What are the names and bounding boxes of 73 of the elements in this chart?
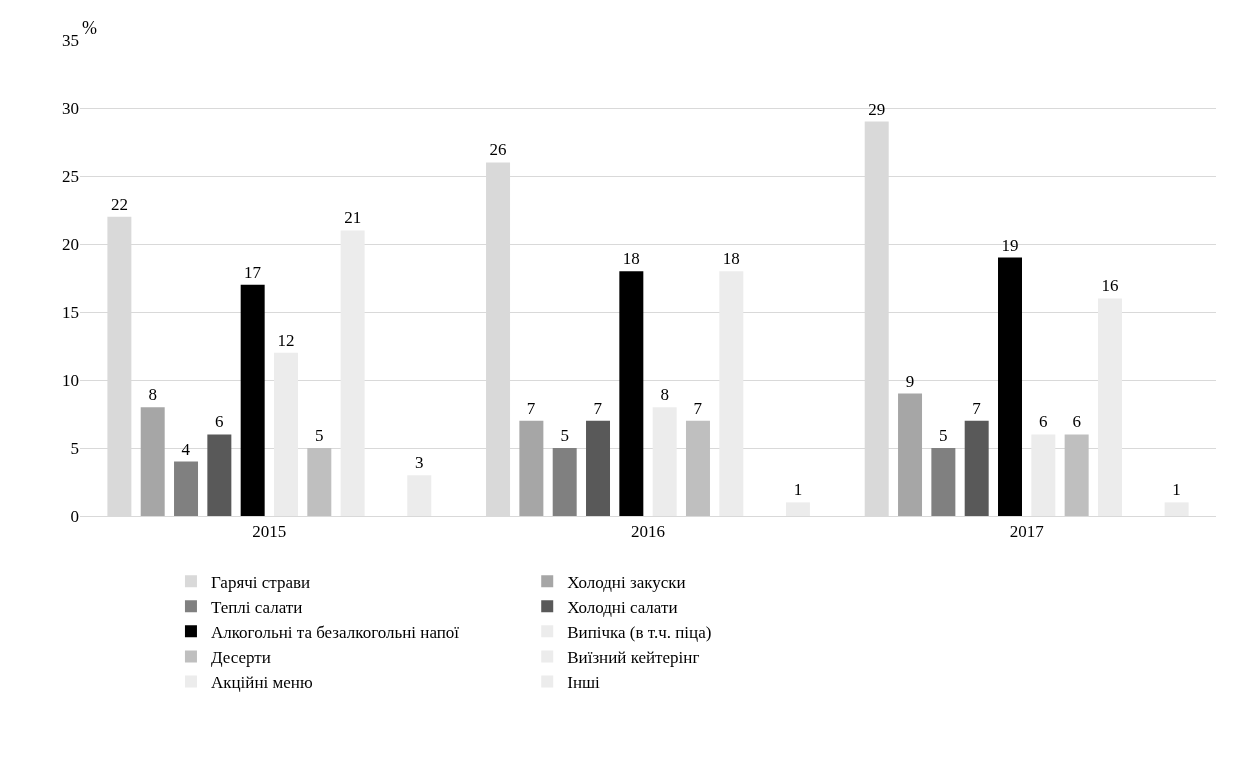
bar (1031, 434, 1056, 516)
legend-label: Алкогольні та безалкогольні напої (210, 622, 460, 642)
bar (1064, 434, 1089, 516)
bar (619, 271, 644, 516)
bar (240, 284, 265, 516)
bar (274, 352, 298, 516)
data-label: 29 (868, 99, 886, 119)
data-label: 5 (560, 426, 569, 445)
y-tick-label: 10 (62, 370, 79, 390)
bar (898, 393, 923, 516)
legend-label: Виїзний кейтерінг (567, 648, 700, 668)
bar (340, 230, 365, 516)
y-tick-label: 35 (62, 30, 79, 50)
y-tick-label: 25 (62, 166, 79, 186)
bar (931, 448, 956, 516)
bar (785, 502, 810, 516)
data-label: 8 (148, 385, 157, 405)
y-tick-label: 30 (62, 98, 79, 118)
data-label: 7 (526, 398, 536, 418)
bar (685, 420, 710, 516)
y-tick-label: 20 (62, 234, 79, 254)
legend-label: Холодні салати (567, 597, 678, 617)
bar (174, 461, 199, 516)
x-tick-label: 2017 (1009, 522, 1045, 542)
bar (207, 434, 232, 516)
data-label: 26 (489, 140, 507, 160)
legend-label: Десерти (210, 648, 271, 668)
data-label: 19 (1001, 235, 1019, 255)
bar (407, 475, 432, 516)
legend-label: Теплі салати (210, 597, 303, 617)
legend-label: Інші (567, 673, 601, 693)
y-tick-label: 0 (70, 506, 79, 526)
data-label: 5 (939, 426, 948, 445)
data-label: 1 (1172, 480, 1181, 500)
bar (140, 407, 165, 516)
bar (652, 407, 677, 516)
data-label: 21 (344, 208, 362, 228)
bar (586, 420, 611, 516)
data-label: 18 (622, 249, 640, 269)
data-label: 18 (722, 249, 740, 269)
data-label: 6 (215, 412, 224, 432)
data-label: 7 (593, 398, 603, 418)
y-axis-title: % (82, 18, 97, 38)
data-label: 8 (660, 385, 669, 405)
data-label: 7 (693, 398, 703, 418)
data-label: 16 (1101, 276, 1119, 296)
data-label: 5 (315, 426, 324, 445)
bar (552, 448, 577, 516)
data-label: 17 (243, 262, 262, 282)
legend-label: Холодні закуски (567, 572, 686, 592)
data-label: 6 (1072, 412, 1081, 432)
data-label: 3 (415, 453, 424, 473)
bar (964, 420, 989, 516)
y-tick-label: 15 (62, 302, 79, 322)
legend-label: Гарячі страви (210, 572, 311, 592)
data-label: 12 (277, 330, 295, 350)
data-label: 7 (972, 398, 982, 418)
x-tick-label: 2015 (252, 522, 287, 542)
bar (1164, 502, 1189, 516)
y-tick-label: 5 (70, 438, 79, 458)
bar (519, 420, 544, 516)
data-label: 1 (793, 480, 803, 500)
data-label: 6 (1039, 412, 1048, 432)
bar (719, 271, 744, 516)
data-label: 22 (110, 194, 128, 214)
data-label: 4 (181, 439, 191, 459)
data-label: 9 (905, 371, 915, 391)
legend-label: Випічка (в т.ч. піца) (567, 622, 712, 642)
bar (1097, 298, 1122, 516)
bar (307, 448, 332, 516)
legend-label: Акційні меню (210, 673, 313, 693)
bar (998, 257, 1022, 516)
x-tick-label: 2016 (631, 522, 665, 542)
